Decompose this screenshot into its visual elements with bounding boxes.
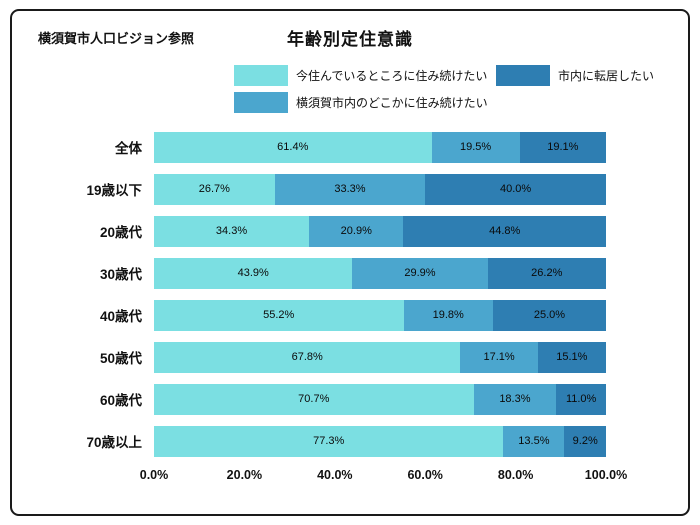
bar-segment: 34.3% — [154, 215, 310, 247]
chart-row: 50歳代 67.8% 17.1% 15.1% — [40, 336, 688, 378]
category-label: 30歳代 — [99, 267, 142, 282]
bar-value-label: 17.1% — [483, 351, 515, 363]
legend-item-stay-in-yokosuka: 横須賀市内のどこかに住み続けたい — [234, 92, 488, 113]
legend-label: 横須賀市内のどこかに住み続けたい — [296, 96, 488, 110]
category-label: 全体 — [115, 141, 142, 156]
x-tick-label: 80.0% — [497, 468, 534, 482]
bar-value-label: 15.1% — [556, 351, 588, 363]
bar-segment: 20.9% — [309, 215, 404, 247]
x-tick-label: 20.0% — [226, 468, 263, 482]
bar-segment: 15.1% — [537, 341, 606, 373]
legend: 今住んでいるところに住み続けたい 市内に転居したい 横須賀市内のどこかに住み続け… — [234, 62, 654, 116]
legend-swatch-stay-in-yokosuka — [234, 92, 288, 113]
source-note: 横須賀市人口ビジョン参照 — [38, 31, 195, 46]
bar-value-label: 20.9% — [340, 225, 372, 237]
bar-value-label: 34.3% — [215, 225, 248, 237]
bar-segment: 67.8% — [154, 341, 461, 373]
bar-segment: 11.0% — [556, 383, 606, 415]
bar-segment: 33.3% — [274, 173, 426, 205]
chart-row: 19歳以下 26.7% 33.3% 40.0% — [40, 168, 688, 210]
bar-value-label: 29.9% — [404, 267, 436, 279]
bar-segment: 55.2% — [154, 299, 404, 331]
bar-segment: 18.3% — [473, 383, 557, 415]
x-tick-label: 0.0% — [139, 468, 169, 482]
bar-value-label: 9.2% — [572, 435, 598, 447]
chart-title: 年齢別定住意識 — [287, 30, 413, 49]
chart-header: 横須賀市人口ビジョン参照 年齢別定住意識 — [12, 24, 688, 56]
bar-segment: 13.5% — [503, 425, 565, 457]
legend-swatch-stay-current — [234, 65, 288, 86]
legend-row: 今住んでいるところに住み続けたい 市内に転居したい — [234, 62, 654, 89]
bar-segment: 19.1% — [519, 131, 606, 163]
bar-value-label: 26.7% — [198, 183, 230, 195]
bar-segment: 70.7% — [154, 383, 474, 415]
x-tick-label: 60.0% — [407, 468, 443, 482]
bar-value-label: 19.5% — [459, 141, 492, 153]
bar-value-label: 25.0% — [533, 309, 566, 321]
bar-track: 61.4% 19.5% 19.1% — [154, 131, 606, 163]
bar-value-label: 26.2% — [531, 267, 563, 279]
bar-value-label: 18.3% — [499, 393, 531, 405]
bar-segment: 40.0% — [425, 173, 606, 205]
legend-item-stay-current: 今住んでいるところに住み続けたい — [234, 65, 487, 86]
bar-value-label: 33.3% — [334, 183, 366, 195]
bar-value-label: 55.2% — [263, 309, 295, 321]
legend-swatch-move-in-city — [495, 65, 550, 86]
bar-value-label: 70.7% — [298, 393, 330, 405]
bar-value-label: 19.8% — [432, 309, 464, 321]
bar-value-label: 67.8% — [291, 351, 323, 363]
bar-track: 34.3% 20.9% 44.8% — [154, 215, 606, 247]
bar-value-label: 11.0% — [565, 393, 597, 405]
bar-segment: 43.9% — [154, 257, 353, 289]
chart-row: 60歳代 70.7% 18.3% 11.0% — [40, 378, 688, 420]
chart-row: 40歳代 55.2% 19.8% 25.0% — [40, 294, 688, 336]
chart-panel: 横須賀市人口ビジョン参照 年齢別定住意識 今住んでいるところに住み続けたい 市内… — [10, 9, 690, 516]
bar-track: 67.8% 17.1% 15.1% — [154, 341, 606, 373]
bar-segment: 9.2% — [564, 425, 606, 457]
bar-track: 26.7% 33.3% 40.0% — [154, 173, 606, 205]
bar-segment: 44.8% — [403, 215, 606, 247]
bar-rows: 全体 61.4% 19.5% 19.1% 19歳以下 26.7% 33.3% 40.0% 20歳… — [40, 126, 688, 462]
bar-value-label: 44.8% — [489, 225, 521, 237]
bar-value-label: 43.9% — [237, 267, 269, 279]
x-tick-label: 40.0% — [317, 468, 353, 482]
x-axis: 0.0% 20.0% 40.0% 60.0% 80.0% 100.0% — [140, 468, 627, 490]
bar-value-label: 19.1% — [547, 141, 579, 153]
bar-segment: 26.2% — [487, 257, 606, 289]
category-label: 60歳代 — [99, 393, 142, 408]
chart-row: 全体 61.4% 19.5% 19.1% — [40, 126, 688, 168]
bar-segment: 17.1% — [460, 341, 538, 373]
stacked-bar-chart: 全体 61.4% 19.5% 19.1% 19歳以下 26.7% 33.3% 40.0% 20歳… — [40, 126, 688, 462]
bar-track: 43.9% 29.9% 26.2% — [154, 257, 606, 289]
bar-value-label: 13.5% — [518, 435, 550, 447]
x-tick-label: 100.0% — [584, 468, 628, 482]
category-label: 40歳代 — [99, 309, 142, 324]
category-label: 20歳代 — [99, 225, 142, 240]
bar-track: 55.2% 19.8% 25.0% — [154, 299, 606, 331]
bar-segment: 25.0% — [492, 299, 606, 331]
category-label: 70歳以上 — [86, 435, 142, 450]
bar-track: 70.7% 18.3% 11.0% — [154, 383, 606, 415]
bar-value-label: 61.4% — [277, 141, 309, 153]
chart-row: 20歳代 34.3% 20.9% 44.8% — [40, 210, 688, 252]
category-label: 50歳代 — [99, 351, 142, 366]
chart-row: 70歳以上 77.3% 13.5% 9.2% — [40, 420, 688, 462]
bar-segment: 19.5% — [431, 131, 520, 163]
legend-label: 今住んでいるところに住み続けたい — [296, 69, 488, 83]
bar-value-label: 40.0% — [499, 183, 532, 195]
bar-segment: 77.3% — [154, 425, 504, 457]
legend-item-move-in-city: 市内に転居したい — [495, 65, 654, 86]
bar-segment: 19.8% — [403, 299, 493, 331]
bar-segment: 26.7% — [154, 173, 275, 205]
bar-value-label: 77.3% — [313, 435, 345, 447]
bar-segment: 61.4% — [154, 131, 432, 163]
legend-label: 市内に転居したい — [557, 69, 654, 83]
bar-segment: 29.9% — [352, 257, 488, 289]
chart-row: 30歳代 43.9% 29.9% 26.2% — [40, 252, 688, 294]
category-label: 19歳以下 — [86, 183, 142, 198]
bar-track: 77.3% 13.5% 9.2% — [154, 425, 606, 457]
legend-row: 横須賀市内のどこかに住み続けたい — [234, 89, 654, 116]
